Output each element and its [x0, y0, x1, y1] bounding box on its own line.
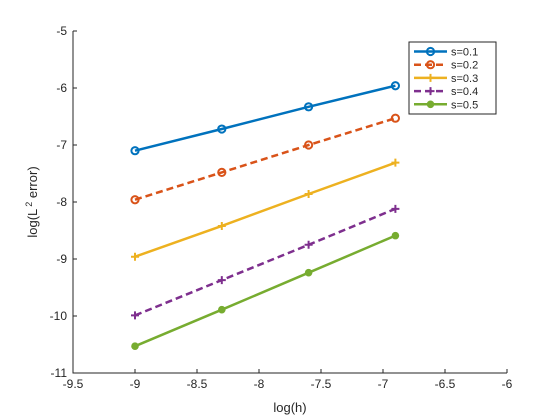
series-s=0.1: [130, 81, 400, 156]
legend-label: s=0.1: [451, 47, 478, 59]
x-tick-label: -6.5: [435, 377, 456, 391]
data-point: [217, 167, 227, 177]
series-layer: [130, 81, 400, 351]
data-point: [217, 221, 226, 230]
data-point: [391, 231, 400, 240]
series-s=0.4: [131, 204, 400, 320]
data-point: [217, 276, 226, 285]
data-point: [218, 305, 226, 314]
y-tick-label: -7: [56, 138, 67, 152]
x-axis-title: log(h): [273, 400, 306, 415]
legend-marker: [426, 87, 435, 96]
data-point: [390, 81, 400, 91]
data-point: [304, 240, 313, 249]
x-tick-label: -8.5: [187, 377, 208, 391]
series-line: [134, 84, 396, 152]
data-point: [304, 140, 314, 150]
x-tick-label: -9.5: [63, 377, 84, 391]
series-line: [134, 207, 396, 317]
x-tick-label: -7: [378, 377, 389, 391]
legend-marker: [425, 60, 436, 70]
data-point: [391, 204, 400, 213]
y-axis-title: log(L 2 error): [24, 166, 40, 237]
legend-label: s=0.3: [451, 73, 478, 85]
series-s=0.2: [130, 113, 400, 205]
data-point: [130, 146, 140, 156]
y-tick-label: -5: [56, 24, 67, 38]
y-tick-label: -11: [51, 366, 68, 380]
legend-marker: [426, 100, 435, 109]
y-tick-label: -6: [56, 81, 67, 95]
data-point: [131, 342, 139, 351]
legend-marker: [426, 73, 435, 82]
y-tick-label: -8: [56, 195, 67, 209]
series-s=0.5: [131, 231, 400, 351]
y-tick-label: -9: [56, 252, 67, 266]
data-point: [304, 190, 313, 199]
data-point: [304, 102, 314, 112]
x-tick-label: -8: [254, 377, 265, 391]
data-point: [391, 158, 400, 167]
data-point: [217, 124, 227, 134]
legend-entry: s=0.5: [414, 99, 478, 111]
legend-entry: s=0.2: [414, 60, 478, 72]
data-point: [390, 113, 400, 123]
legend-entry: s=0.4: [414, 86, 478, 98]
y-axis-title-superscript: 2: [24, 202, 34, 207]
x-tick-label: -7.5: [311, 377, 332, 391]
data-point: [304, 268, 313, 277]
y-axis-title-tail: error): [25, 166, 40, 201]
legend-label: s=0.2: [451, 60, 478, 72]
series-line: [134, 234, 396, 348]
legend-label: s=0.4: [451, 86, 478, 98]
x-tick-label: -9: [130, 377, 141, 391]
series-line: [134, 117, 396, 201]
x-tick-label: -6: [502, 377, 513, 391]
y-axis-title-main: log(L: [25, 209, 40, 238]
series-s=0.3: [131, 158, 400, 261]
legend-entry: s=0.1: [414, 47, 478, 59]
data-point: [131, 311, 139, 320]
legend-entry: s=0.3: [414, 73, 478, 85]
y-tick-label: -10: [50, 309, 68, 323]
legend-marker: [425, 46, 436, 57]
series-line: [134, 161, 396, 258]
legend: s=0.1s=0.2s=0.3s=0.4s=0.5: [408, 41, 497, 115]
axes: -9.5 -9 -8.5 -8 -7.5 -7 -6.5 -6 -11 -10 -9 -8 -7 -6 -5: [50, 24, 513, 391]
data-point: [131, 252, 139, 261]
data-point: [130, 195, 140, 205]
legend-label: s=0.5: [451, 99, 478, 111]
